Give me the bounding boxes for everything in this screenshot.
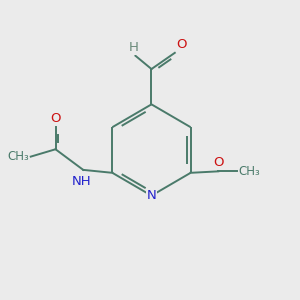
Text: O: O [213, 156, 224, 169]
Text: O: O [176, 38, 187, 51]
Text: N: N [147, 189, 156, 202]
Text: NH: NH [72, 175, 92, 188]
Text: CH₃: CH₃ [239, 165, 260, 178]
Text: CH₃: CH₃ [8, 150, 29, 163]
Text: O: O [50, 112, 61, 125]
Text: H: H [129, 41, 139, 54]
